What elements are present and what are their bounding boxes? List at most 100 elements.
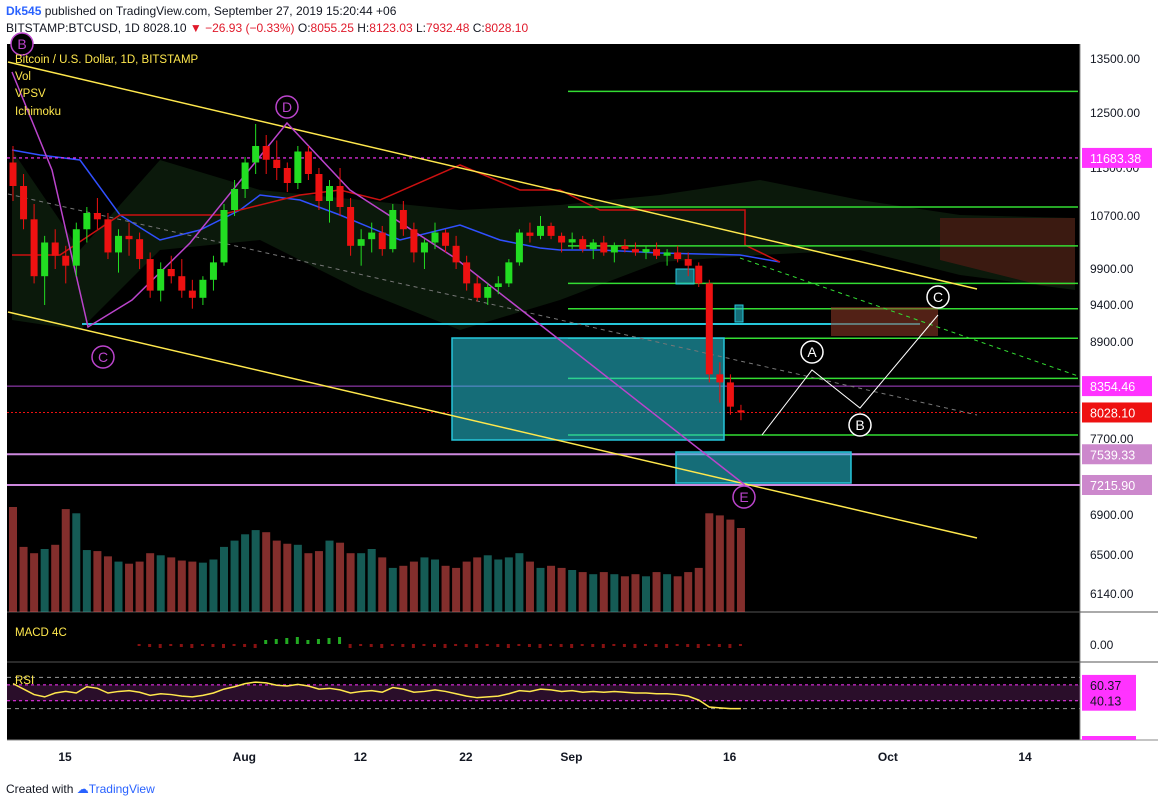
tradingview-logo-icon[interactable]: ☁ bbox=[76, 782, 89, 796]
macd-bar bbox=[644, 644, 647, 646]
volume-bar bbox=[536, 567, 545, 612]
candle-body bbox=[399, 210, 407, 230]
publish-header: Dk545 published on TradingView.com, Sept… bbox=[6, 4, 396, 18]
macd-bar bbox=[232, 644, 236, 646]
candle-body bbox=[663, 252, 671, 256]
macd-bar bbox=[527, 644, 531, 647]
macd-bar bbox=[601, 644, 605, 648]
candle-body bbox=[684, 259, 692, 266]
macd-bar bbox=[559, 644, 563, 647]
ichimoku-cloud bbox=[12, 150, 1075, 330]
projection-label-c bbox=[926, 285, 950, 309]
last-price: 8028.10 bbox=[143, 21, 187, 35]
volume-bar bbox=[346, 553, 355, 612]
macd-bar bbox=[169, 644, 173, 646]
wave-label-b bbox=[10, 32, 34, 56]
price-badge bbox=[1082, 376, 1152, 397]
volume-bar bbox=[578, 572, 587, 612]
volume-bar bbox=[557, 567, 566, 612]
macd-bar bbox=[464, 644, 468, 647]
projection-label-a-text: A bbox=[807, 344, 817, 360]
volume-bar bbox=[283, 543, 292, 612]
rsi-badge bbox=[1082, 690, 1136, 711]
candle-body bbox=[547, 225, 555, 236]
demand-zone-box bbox=[451, 337, 725, 441]
resistance-zone-box bbox=[831, 307, 938, 336]
candle-body bbox=[642, 249, 650, 253]
volume-bar bbox=[135, 561, 144, 612]
candle-body bbox=[631, 249, 639, 253]
candle-body bbox=[283, 168, 291, 183]
macd-bar bbox=[485, 644, 489, 646]
legend-item-vol[interactable]: Vol bbox=[15, 71, 31, 84]
author-name[interactable]: Dk545 bbox=[6, 4, 42, 18]
legend-item-vpsv[interactable]: VPSV bbox=[15, 88, 46, 101]
volume-bar bbox=[420, 557, 429, 612]
volume-bar bbox=[409, 561, 418, 612]
volume-bar bbox=[388, 567, 397, 612]
tradingview-brand[interactable]: TradingView bbox=[88, 782, 155, 796]
price-badge-label: 8028.10 bbox=[1090, 406, 1135, 420]
volume-bar bbox=[251, 530, 260, 612]
candle-body bbox=[72, 229, 80, 266]
candle-body bbox=[589, 242, 597, 250]
macd-bar bbox=[475, 644, 479, 648]
wave-label-d bbox=[275, 95, 299, 119]
macd-bar bbox=[538, 644, 542, 648]
volume-bar bbox=[198, 562, 207, 612]
volume-bar bbox=[241, 534, 250, 612]
macd-bar bbox=[549, 644, 553, 646]
elliott-wave-path bbox=[11, 71, 746, 486]
volume-bar bbox=[367, 549, 376, 612]
wave-label-c-text: C bbox=[98, 349, 108, 365]
legend-item-ichimoku[interactable]: Ichimoku bbox=[15, 105, 62, 118]
high-value: 8123.03 bbox=[369, 21, 413, 35]
volume-bar bbox=[399, 565, 408, 612]
candle-body bbox=[505, 262, 513, 284]
price-badge bbox=[1082, 402, 1152, 423]
volume-bar bbox=[230, 540, 239, 612]
candle-body bbox=[262, 146, 270, 160]
candle-body bbox=[357, 239, 365, 246]
candle-body bbox=[621, 245, 629, 250]
candle-body bbox=[178, 276, 186, 291]
date-tick-label: 12 bbox=[354, 750, 368, 764]
candle-body bbox=[104, 219, 112, 253]
macd-bar bbox=[306, 640, 310, 644]
price-badge-label: 11683.38 bbox=[1090, 152, 1141, 166]
volume-bar bbox=[304, 553, 313, 612]
macd-bar bbox=[675, 644, 679, 646]
macd-bar bbox=[243, 644, 247, 647]
wave-label-d-text: D bbox=[282, 99, 292, 115]
date-tick-label: 14 bbox=[1018, 750, 1032, 764]
macd-bar bbox=[190, 644, 194, 648]
projection-label-b-text: B bbox=[855, 417, 864, 433]
candle-body bbox=[463, 262, 471, 284]
volume-bar bbox=[72, 513, 81, 612]
volume-bar bbox=[156, 555, 165, 612]
volume-bar bbox=[715, 515, 724, 612]
volume-bar bbox=[314, 551, 323, 612]
candle-body bbox=[737, 410, 745, 413]
volume-bar bbox=[642, 576, 650, 612]
date-axis-background bbox=[7, 740, 1158, 770]
volume-bar bbox=[30, 553, 39, 612]
volume-bar bbox=[631, 574, 640, 612]
macd-bar bbox=[696, 644, 700, 648]
volume-bar bbox=[673, 576, 682, 612]
small-zone-box bbox=[734, 304, 744, 323]
volume-bar bbox=[663, 574, 672, 612]
legend-title: Bitcoin / U.S. Dollar, 1D, BITSTAMP bbox=[15, 54, 199, 66]
volume-bar bbox=[684, 572, 693, 612]
channel-upper-line bbox=[7, 61, 978, 290]
price-badge bbox=[1082, 147, 1152, 168]
volume-bar bbox=[705, 513, 714, 612]
candle-body bbox=[167, 269, 175, 277]
rsi-band bbox=[7, 684, 1080, 701]
candle-body bbox=[716, 374, 724, 383]
volume-bar bbox=[262, 532, 271, 612]
price-tick-label: 9400.00 bbox=[1090, 298, 1134, 312]
macd-bar bbox=[148, 644, 152, 647]
volume-bar bbox=[568, 570, 577, 612]
